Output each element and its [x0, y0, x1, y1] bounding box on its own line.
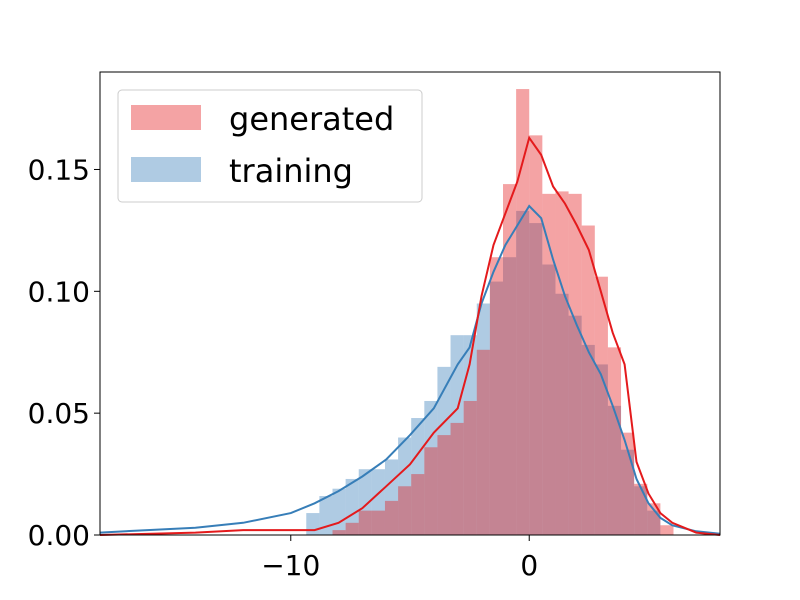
generated-bar	[476, 349, 490, 535]
training-bar	[503, 257, 517, 535]
legend-label-training: training	[229, 152, 353, 190]
generated-kde-line	[99, 135, 721, 536]
legend-swatch-training	[131, 157, 201, 182]
generated-bar	[607, 347, 622, 535]
training-bar	[371, 469, 385, 535]
training-bar	[607, 405, 622, 535]
y-tick-label: 0.15	[28, 153, 90, 186]
generated-bar	[555, 191, 569, 535]
training-bar	[306, 513, 320, 535]
plot-area	[99, 89, 721, 536]
generated-bar	[594, 276, 608, 535]
training-bar	[529, 223, 543, 535]
generated-bar	[358, 510, 372, 535]
generated-bar	[634, 483, 648, 535]
training-bar	[647, 510, 661, 535]
training-bar	[634, 486, 648, 535]
training-bar	[555, 293, 569, 535]
training-bar	[411, 418, 425, 535]
axes-frame	[99, 71, 721, 536]
generated-bar	[345, 522, 359, 535]
training-bar	[516, 210, 530, 535]
y-tick-label: 0.05	[28, 397, 90, 430]
training-bar	[463, 335, 477, 535]
training-bar	[332, 488, 346, 535]
generated-bar	[581, 225, 595, 535]
training-bar	[594, 364, 608, 535]
y-tick-label: 0.00	[28, 519, 90, 552]
generated-bar	[529, 135, 543, 535]
generated-bar	[489, 257, 503, 535]
generated-bar	[542, 193, 556, 535]
training-bar	[542, 264, 556, 535]
training-bar	[450, 335, 464, 535]
training-bar	[621, 449, 635, 535]
generated-bar	[398, 486, 412, 535]
training-bar	[489, 281, 503, 535]
generated-bar	[384, 500, 399, 535]
training-bar	[437, 366, 451, 535]
legend: generated training	[117, 89, 423, 203]
generated-bar	[463, 400, 477, 535]
y-tick-label: 0.10	[28, 275, 90, 308]
generated-bar	[411, 474, 425, 535]
generated-bar	[450, 422, 464, 535]
legend-label-generated: generated	[229, 100, 394, 138]
x-tick-label: −10	[261, 549, 320, 582]
generated-bar	[437, 435, 451, 535]
generated-bar	[516, 89, 530, 535]
training-kde-line	[99, 204, 721, 535]
x-axis: −10 0	[261, 535, 538, 582]
legend-swatch-generated	[131, 105, 201, 130]
generated-bar	[568, 193, 582, 535]
training-bar	[476, 303, 490, 535]
training-bar	[424, 400, 438, 535]
generated-bar	[332, 530, 346, 535]
generated-bar	[424, 447, 438, 535]
generated-bar	[371, 510, 385, 535]
generated-bar	[647, 503, 661, 535]
training-bar	[319, 496, 333, 535]
y-axis: 0.00 0.05 0.10 0.15	[28, 153, 100, 552]
training-bar	[398, 437, 412, 535]
training-bar	[568, 315, 582, 535]
legend-box	[117, 89, 423, 203]
training-bars	[306, 210, 661, 535]
generated-bar	[660, 525, 674, 535]
x-tick-label: 0	[520, 549, 538, 582]
training-bar	[358, 469, 372, 535]
training-bar	[345, 478, 359, 535]
generated-bar	[503, 184, 517, 536]
training-bar	[581, 344, 595, 535]
kde-lines	[99, 135, 721, 536]
